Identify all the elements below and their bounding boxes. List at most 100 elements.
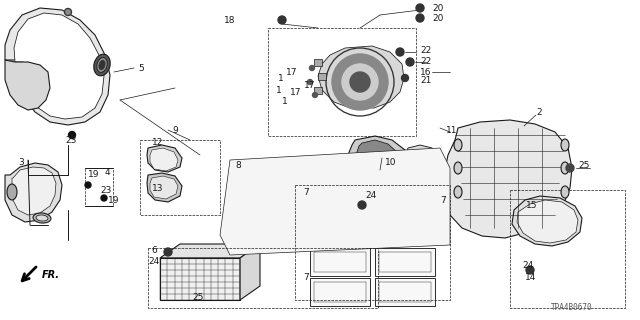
Ellipse shape — [99, 60, 105, 70]
Text: 21: 21 — [420, 76, 431, 84]
Ellipse shape — [33, 213, 51, 223]
Text: 14: 14 — [525, 274, 536, 283]
FancyBboxPatch shape — [314, 59, 322, 66]
Text: 5: 5 — [138, 63, 144, 73]
Circle shape — [164, 248, 172, 256]
Circle shape — [406, 58, 414, 66]
Ellipse shape — [97, 58, 108, 72]
Circle shape — [416, 14, 424, 22]
Circle shape — [307, 79, 312, 84]
Circle shape — [526, 266, 534, 274]
Polygon shape — [310, 192, 370, 220]
Polygon shape — [12, 167, 56, 215]
Polygon shape — [318, 46, 404, 108]
Text: 25: 25 — [578, 161, 589, 170]
Circle shape — [401, 75, 408, 82]
Text: 24: 24 — [148, 258, 159, 267]
Polygon shape — [404, 145, 436, 172]
Circle shape — [85, 182, 91, 188]
Text: 1: 1 — [276, 85, 282, 94]
Text: 22: 22 — [420, 57, 431, 66]
Text: 24: 24 — [522, 260, 533, 269]
Text: 20: 20 — [432, 4, 444, 12]
Circle shape — [350, 72, 370, 92]
Circle shape — [68, 132, 76, 139]
Circle shape — [66, 10, 70, 14]
Text: 19: 19 — [88, 170, 99, 179]
Text: 22: 22 — [420, 45, 431, 54]
Text: 10: 10 — [385, 157, 397, 166]
Text: 18: 18 — [224, 15, 236, 25]
Polygon shape — [375, 248, 435, 276]
Circle shape — [566, 164, 574, 172]
Polygon shape — [512, 196, 582, 246]
Circle shape — [101, 195, 107, 201]
Circle shape — [342, 64, 378, 100]
Text: 3: 3 — [18, 157, 24, 166]
Text: 4: 4 — [105, 167, 111, 177]
Text: 23: 23 — [65, 135, 76, 145]
Text: 7: 7 — [303, 188, 308, 196]
Polygon shape — [348, 136, 408, 178]
Polygon shape — [5, 60, 50, 110]
Text: 15: 15 — [526, 201, 538, 210]
Ellipse shape — [561, 139, 569, 151]
Circle shape — [65, 9, 72, 15]
Text: 12: 12 — [152, 138, 163, 147]
Circle shape — [312, 92, 317, 98]
Polygon shape — [14, 13, 104, 119]
Text: 11: 11 — [446, 125, 458, 134]
Text: 23: 23 — [100, 186, 111, 195]
Ellipse shape — [36, 215, 48, 221]
Polygon shape — [160, 244, 260, 258]
FancyBboxPatch shape — [314, 86, 322, 93]
Text: 2: 2 — [536, 108, 541, 116]
Text: 16: 16 — [420, 68, 431, 76]
Polygon shape — [150, 176, 178, 199]
FancyBboxPatch shape — [318, 73, 326, 79]
Polygon shape — [517, 200, 578, 243]
Text: 7: 7 — [440, 196, 445, 204]
Polygon shape — [160, 258, 240, 300]
Text: 8: 8 — [235, 161, 241, 170]
Text: TPA4B0670: TPA4B0670 — [551, 303, 593, 312]
Polygon shape — [444, 120, 572, 238]
Text: 13: 13 — [152, 183, 163, 193]
Ellipse shape — [7, 184, 17, 200]
Polygon shape — [310, 278, 370, 306]
Circle shape — [416, 4, 424, 12]
Text: 17: 17 — [290, 87, 301, 97]
Polygon shape — [5, 163, 62, 222]
Circle shape — [310, 66, 314, 70]
Ellipse shape — [454, 186, 462, 198]
Polygon shape — [240, 244, 260, 300]
Polygon shape — [220, 148, 450, 255]
Polygon shape — [5, 8, 110, 125]
Text: FR.: FR. — [42, 270, 60, 280]
Text: 19: 19 — [108, 196, 120, 204]
Polygon shape — [375, 278, 435, 306]
Polygon shape — [147, 173, 182, 202]
Polygon shape — [147, 145, 182, 172]
Text: 17: 17 — [304, 81, 316, 90]
Ellipse shape — [561, 162, 569, 174]
Text: 6: 6 — [151, 245, 157, 254]
Polygon shape — [356, 140, 400, 176]
Circle shape — [278, 16, 286, 24]
Text: 20: 20 — [432, 13, 444, 22]
Circle shape — [396, 48, 404, 56]
Ellipse shape — [454, 162, 462, 174]
Ellipse shape — [561, 186, 569, 198]
Text: 9: 9 — [172, 125, 178, 134]
Text: 24: 24 — [365, 190, 376, 199]
Text: 7: 7 — [303, 274, 308, 283]
Text: 1: 1 — [278, 74, 284, 83]
Polygon shape — [375, 192, 435, 220]
Ellipse shape — [94, 54, 110, 76]
Ellipse shape — [454, 139, 462, 151]
Circle shape — [358, 201, 366, 209]
Polygon shape — [310, 248, 370, 276]
Polygon shape — [150, 148, 178, 171]
Text: 1: 1 — [282, 97, 288, 106]
Text: 17: 17 — [286, 68, 298, 76]
